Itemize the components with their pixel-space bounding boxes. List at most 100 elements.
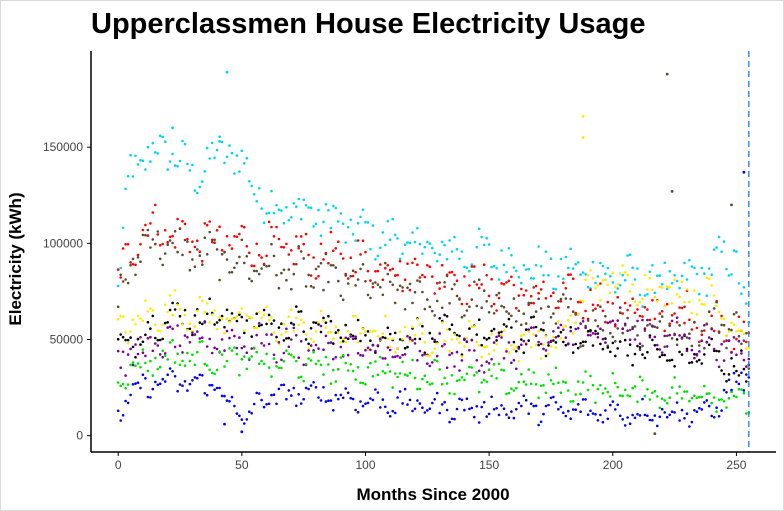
- data-point: [611, 319, 615, 323]
- data-point: [663, 304, 666, 307]
- data-point: [149, 160, 152, 163]
- data-point: [529, 346, 533, 349]
- data-point: [361, 208, 365, 212]
- data-point: [235, 319, 239, 323]
- data-point: [480, 355, 484, 359]
- data-point: [198, 250, 202, 253]
- data-point: [210, 141, 214, 145]
- data-point: [490, 304, 493, 308]
- data-point: [260, 342, 263, 345]
- data-point: [421, 332, 424, 335]
- data-point: [463, 314, 466, 317]
- data-point: [161, 135, 164, 139]
- data-point: [176, 250, 179, 254]
- data-point: [307, 349, 310, 352]
- data-point: [295, 359, 298, 363]
- data-point: [411, 325, 414, 329]
- data-point: [527, 303, 530, 307]
- data-point: [487, 294, 491, 298]
- data-point: [270, 333, 273, 336]
- data-point: [435, 282, 439, 285]
- data-point: [438, 332, 442, 335]
- data-point: [554, 346, 558, 350]
- data-point: [369, 348, 372, 352]
- data-point: [544, 250, 548, 253]
- data-point: [450, 250, 454, 253]
- data-point: [594, 329, 597, 333]
- data-point: [589, 329, 592, 332]
- data-point: [178, 227, 182, 230]
- data-point: [270, 242, 273, 246]
- data-point: [243, 329, 246, 332]
- data-point: [564, 381, 568, 384]
- data-point: [574, 327, 577, 331]
- data-point: [384, 314, 387, 318]
- data-point: [549, 339, 553, 343]
- data-point: [470, 338, 474, 342]
- data-point: [376, 344, 380, 347]
- data-point: [371, 285, 375, 289]
- data-point: [678, 324, 681, 327]
- data-point: [349, 363, 353, 366]
- data-point: [396, 237, 399, 240]
- data-point: [542, 280, 545, 284]
- data-point: [267, 342, 271, 346]
- data-point: [745, 412, 748, 415]
- data-point: [324, 326, 328, 329]
- data-point: [319, 363, 323, 367]
- data-point: [141, 373, 145, 377]
- data-point: [594, 413, 597, 416]
- data-point: [324, 334, 328, 338]
- data-point: [581, 381, 585, 384]
- data-point: [658, 285, 662, 289]
- data-point: [611, 335, 615, 339]
- data-point: [272, 235, 276, 238]
- data-point: [576, 380, 580, 383]
- data-point: [487, 368, 491, 372]
- data-point: [243, 162, 246, 165]
- data-point: [235, 352, 239, 356]
- data-point: [683, 305, 686, 309]
- data-point: [213, 323, 216, 326]
- data-point: [193, 376, 197, 379]
- data-point: [354, 284, 357, 287]
- data-point: [371, 224, 375, 227]
- data-point: [193, 363, 197, 367]
- data-point: [344, 274, 348, 277]
- data-point: [680, 274, 684, 278]
- data-point: [626, 254, 629, 257]
- data-point: [460, 353, 464, 356]
- data-point: [401, 286, 404, 289]
- data-point: [186, 237, 189, 241]
- data-point: [319, 242, 323, 246]
- data-point: [522, 333, 526, 336]
- data-point: [151, 387, 155, 391]
- data-point: [715, 300, 718, 304]
- data-point: [134, 355, 137, 359]
- data-point: [480, 381, 484, 384]
- data-point: [544, 354, 548, 358]
- data-point: [673, 312, 676, 315]
- data-point: [337, 328, 340, 332]
- data-point: [665, 285, 669, 288]
- data-point: [411, 231, 414, 234]
- data-point: [482, 289, 486, 293]
- data-point: [688, 258, 691, 262]
- data-point: [460, 315, 464, 319]
- data-point: [302, 257, 306, 260]
- data-point: [707, 392, 711, 395]
- data-point: [416, 318, 419, 321]
- data-point: [695, 396, 699, 400]
- data-point: [295, 235, 298, 238]
- data-point: [604, 409, 607, 412]
- data-point: [646, 350, 649, 354]
- data-point: [299, 318, 303, 322]
- data-point: [646, 293, 649, 296]
- data-point: [675, 338, 679, 341]
- data-point: [413, 334, 417, 337]
- data-point: [337, 367, 340, 371]
- data-point: [131, 318, 135, 322]
- data-point: [673, 273, 676, 277]
- data-point: [460, 359, 464, 362]
- data-point: [201, 263, 204, 266]
